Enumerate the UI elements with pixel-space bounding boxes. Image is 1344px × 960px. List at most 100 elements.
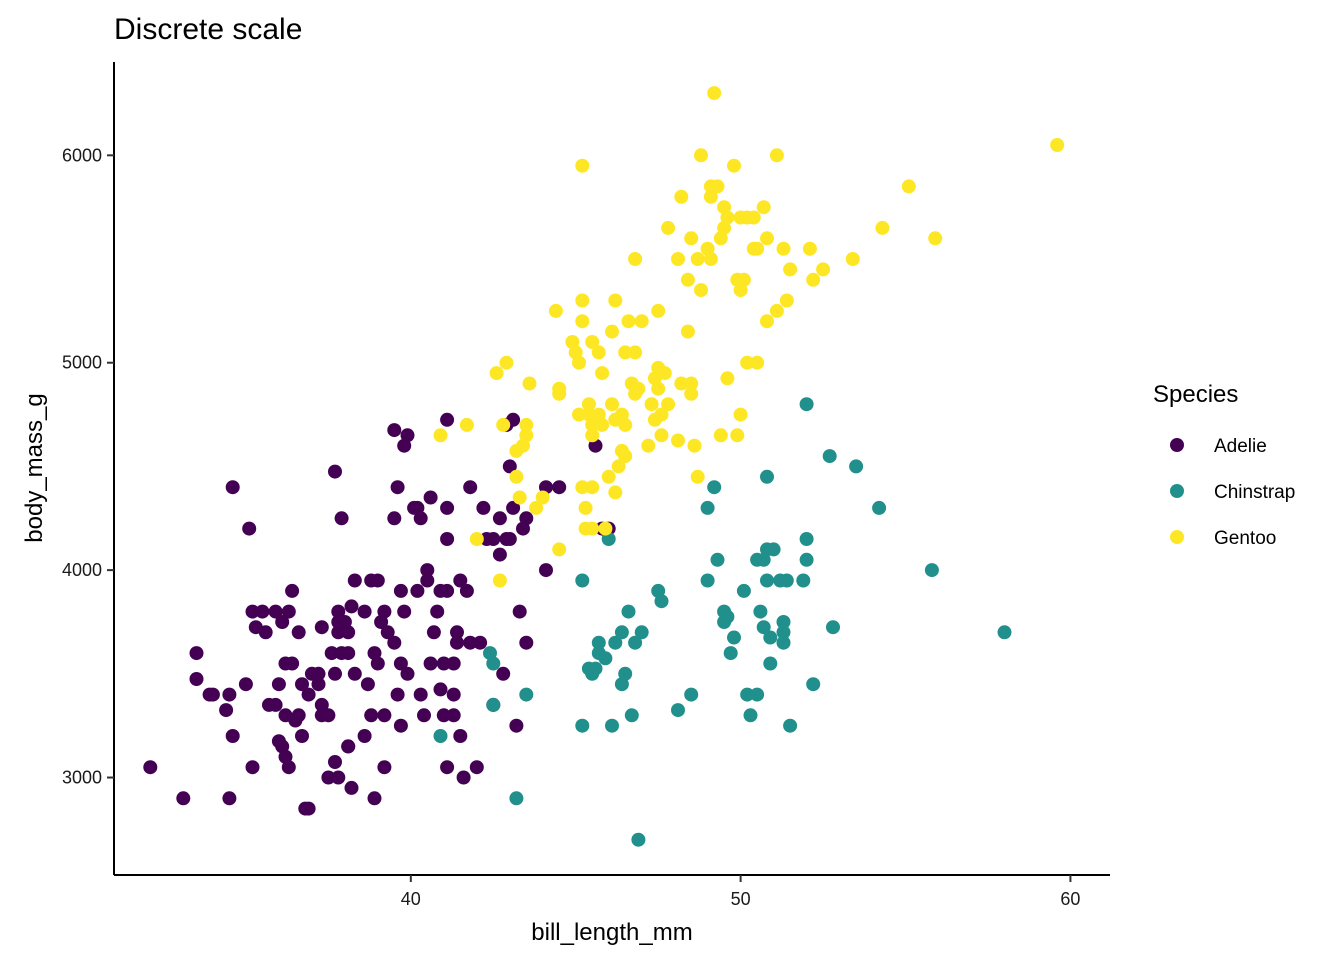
data-point bbox=[486, 532, 501, 546]
data-point bbox=[585, 428, 600, 443]
data-point bbox=[205, 687, 220, 702]
data-point bbox=[502, 459, 517, 474]
data-point bbox=[753, 604, 768, 619]
data-point bbox=[822, 449, 837, 464]
data-point bbox=[769, 303, 784, 318]
data-point bbox=[628, 345, 643, 360]
y-tick-label: 6000 bbox=[62, 145, 102, 165]
x-tick-label: 60 bbox=[1060, 889, 1080, 909]
data-point bbox=[621, 314, 636, 329]
data-point bbox=[423, 656, 438, 671]
data-point bbox=[552, 542, 567, 557]
data-point bbox=[575, 480, 590, 495]
data-point bbox=[390, 480, 405, 495]
data-point bbox=[456, 770, 471, 785]
x-axis-title: bill_length_mm bbox=[531, 919, 692, 946]
data-point bbox=[377, 760, 392, 775]
data-point bbox=[585, 335, 600, 349]
data-point bbox=[575, 718, 590, 733]
data-point bbox=[605, 324, 619, 339]
data-point bbox=[552, 381, 567, 396]
legend-label: Adelie bbox=[1214, 436, 1267, 457]
data-point bbox=[258, 625, 273, 640]
data-point bbox=[331, 604, 346, 619]
data-point bbox=[539, 563, 553, 578]
data-point bbox=[608, 293, 623, 308]
data-point bbox=[588, 661, 603, 676]
data-point bbox=[641, 438, 656, 453]
data-point bbox=[506, 500, 521, 515]
data-point bbox=[766, 542, 781, 557]
data-point bbox=[519, 511, 534, 526]
data-point bbox=[661, 220, 676, 235]
data-point bbox=[344, 599, 359, 614]
data-point bbox=[433, 428, 448, 443]
data-point bbox=[311, 677, 326, 692]
data-point bbox=[776, 625, 791, 640]
data-point bbox=[225, 480, 240, 495]
data-point bbox=[436, 656, 451, 671]
data-point bbox=[360, 677, 375, 692]
data-point bbox=[585, 417, 600, 432]
data-point bbox=[285, 656, 300, 671]
data-point bbox=[552, 480, 567, 495]
data-point bbox=[430, 604, 445, 619]
data-point bbox=[492, 511, 507, 526]
data-point bbox=[727, 630, 741, 645]
data-point bbox=[512, 604, 527, 619]
data-point bbox=[295, 729, 309, 743]
legend-label: Chinstrap bbox=[1214, 482, 1295, 503]
data-point bbox=[601, 469, 616, 484]
data-point bbox=[433, 729, 448, 743]
data-point bbox=[671, 252, 685, 266]
data-point bbox=[671, 703, 685, 718]
data-point bbox=[783, 262, 798, 277]
data-point bbox=[694, 283, 708, 298]
data-point bbox=[703, 189, 718, 204]
data-point bbox=[519, 428, 534, 443]
data-point bbox=[585, 521, 600, 536]
data-point bbox=[730, 428, 745, 443]
data-point bbox=[816, 262, 831, 277]
y-tick-label: 5000 bbox=[62, 353, 102, 373]
data-point bbox=[321, 708, 336, 723]
data-point bbox=[631, 832, 646, 847]
data-point bbox=[519, 635, 534, 650]
legend-item-gentoo: Gentoo bbox=[1170, 528, 1276, 549]
data-point bbox=[486, 656, 501, 671]
data-point bbox=[575, 314, 590, 329]
data-point bbox=[802, 241, 817, 256]
data-point bbox=[393, 718, 408, 733]
data-point bbox=[341, 646, 356, 661]
data-point bbox=[285, 583, 300, 598]
data-point bbox=[776, 635, 791, 650]
data-point bbox=[393, 583, 408, 598]
data-point bbox=[347, 666, 362, 681]
data-point bbox=[572, 355, 586, 370]
data-point bbox=[328, 464, 342, 479]
data-point bbox=[400, 666, 415, 681]
data-point bbox=[634, 314, 649, 329]
data-point bbox=[707, 86, 722, 101]
data-point bbox=[700, 573, 715, 588]
data-point bbox=[799, 397, 814, 412]
data-point bbox=[463, 480, 478, 495]
data-point bbox=[875, 220, 890, 235]
data-point bbox=[453, 573, 468, 588]
data-point bbox=[651, 303, 666, 318]
data-point bbox=[631, 381, 646, 396]
data-point bbox=[608, 635, 623, 650]
series-adelie bbox=[143, 412, 616, 816]
data-point bbox=[509, 469, 524, 484]
data-point bbox=[321, 770, 336, 785]
data-point bbox=[377, 708, 392, 723]
data-point bbox=[440, 583, 455, 598]
data-point bbox=[756, 200, 771, 215]
data-point bbox=[446, 708, 461, 723]
data-point bbox=[496, 666, 511, 681]
data-point bbox=[446, 656, 461, 671]
data-point bbox=[680, 324, 695, 339]
data-point bbox=[799, 552, 814, 567]
data-point bbox=[225, 729, 240, 743]
